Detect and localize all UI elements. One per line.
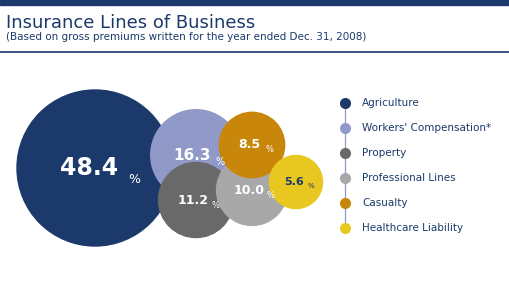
Circle shape xyxy=(158,162,233,237)
Text: Healthcare Liability: Healthcare Liability xyxy=(361,223,462,233)
Text: Property: Property xyxy=(361,148,406,158)
Circle shape xyxy=(216,155,287,226)
Text: 11.2: 11.2 xyxy=(177,194,208,207)
Text: %: % xyxy=(215,157,223,167)
Circle shape xyxy=(219,112,284,178)
Circle shape xyxy=(269,155,322,209)
Text: 10.0: 10.0 xyxy=(233,183,264,196)
Text: %: % xyxy=(266,191,274,200)
Text: %: % xyxy=(265,145,273,155)
Text: 5.6: 5.6 xyxy=(284,177,303,187)
Text: %: % xyxy=(306,183,313,189)
Text: 8.5: 8.5 xyxy=(238,138,260,151)
Text: Workers' Compensation*: Workers' Compensation* xyxy=(361,123,490,133)
Text: Casualty: Casualty xyxy=(361,198,407,208)
Text: Insurance Lines of Business: Insurance Lines of Business xyxy=(6,14,254,32)
Bar xyxy=(0,0,509,5)
Text: %: % xyxy=(128,173,139,186)
Text: Agriculture: Agriculture xyxy=(361,98,419,108)
Text: 48.4: 48.4 xyxy=(60,156,118,180)
Text: (Based on gross premiums written for the year ended Dec. 31, 2008): (Based on gross premiums written for the… xyxy=(6,32,365,42)
Circle shape xyxy=(151,110,241,200)
Text: %: % xyxy=(211,201,219,210)
Text: Professional Lines: Professional Lines xyxy=(361,173,455,183)
Text: 16.3: 16.3 xyxy=(173,147,211,162)
Circle shape xyxy=(17,90,173,246)
